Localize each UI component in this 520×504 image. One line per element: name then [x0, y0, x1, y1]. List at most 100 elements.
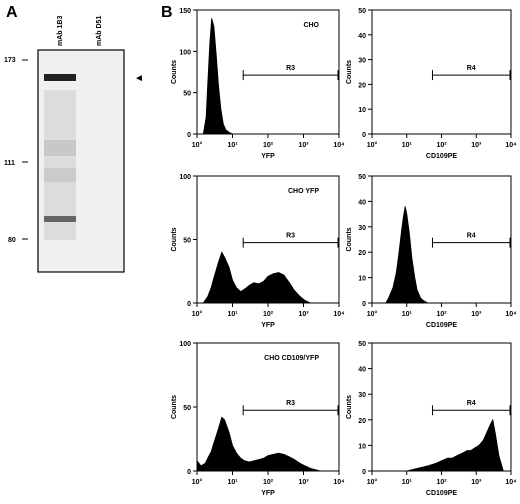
histogram-area [202, 18, 233, 135]
x-tick-label: 10⁴ [333, 142, 345, 149]
plot-frame [371, 175, 512, 304]
x-tick-label: 10¹ [402, 311, 413, 318]
y-tick-label: 50 [358, 8, 366, 15]
y-tick-label: 40 [358, 33, 366, 40]
band-90 [44, 216, 76, 222]
y-tick-label: 10 [358, 443, 366, 450]
x-axis-label: CD109PE [426, 153, 457, 160]
x-tick-label: 10² [263, 479, 274, 486]
gate-label: R3 [286, 233, 295, 240]
x-tick-label: 10¹ [402, 479, 413, 486]
y-tick-label: 40 [358, 199, 366, 206]
x-tick-label: 10⁴ [333, 311, 345, 318]
x-axis-label: YFP [261, 322, 275, 329]
y-tick-label: 30 [358, 225, 366, 232]
x-tick-label: 10² [436, 311, 447, 318]
x-tick-label: 10³ [471, 479, 482, 486]
y-tick-label: 50 [358, 174, 366, 181]
y-tick-label: 100 [179, 341, 191, 348]
y-tick-label: 0 [187, 132, 191, 139]
y-tick-label: 100 [179, 174, 191, 181]
y-tick-label: 0 [362, 301, 366, 308]
x-tick-label: 10⁴ [505, 311, 517, 318]
histogram-plot-3: 10° 10¹ 10² 10³ 10⁴ 0 50 100 YFP Counts CHO YFP R3 [171, 174, 345, 329]
x-tick-label: 10¹ [227, 311, 238, 318]
y-tick-label: 20 [358, 250, 366, 257]
y-tick-label: 50 [358, 341, 366, 348]
y-tick-label: 20 [358, 418, 366, 425]
x-axis-label: YFP [261, 153, 275, 160]
x-axis-label: CD109PE [426, 322, 457, 329]
histogram-area [385, 206, 430, 304]
lane-label-1: mAb 1B3 [57, 16, 64, 46]
x-tick-label: 10¹ [227, 479, 238, 486]
histogram-plot-6: 10° 10¹ 10² 10³ 10⁴ 0 10 20 30 40 50 CD109PE Counts R… [346, 341, 517, 497]
x-tick-label: 10³ [298, 479, 309, 486]
y-tick-label: 150 [179, 8, 191, 15]
x-tick-label: 10² [263, 142, 274, 149]
histogram-area [196, 416, 321, 472]
y-tick-label: 0 [187, 301, 191, 308]
histogram-plot-5: 10° 10¹ 10² 10³ 10⁴ 0 50 100 YFP Counts CHO CD109/… [171, 341, 345, 497]
y-tick-label: 10 [358, 107, 366, 114]
x-tick-label: 10³ [298, 311, 309, 318]
x-tick-label: 10⁴ [505, 142, 517, 149]
band-arrow-icon: ◄ [134, 73, 144, 84]
x-tick-label: 10³ [471, 142, 482, 149]
x-tick-label: 10° [367, 478, 378, 486]
x-tick-label: 10° [367, 310, 378, 318]
y-axis-label: Counts [346, 60, 353, 84]
y-axis-label: Counts [171, 60, 178, 84]
y-tick-label: 50 [183, 91, 191, 98]
x-tick-label: 10² [263, 311, 274, 318]
histogram-grid: 10° 10¹ 10² 10³ 10⁴050100150YFPCountsCHOR310… [171, 8, 517, 497]
histogram-area [202, 251, 311, 304]
plot-title: CHO [303, 22, 319, 29]
lane-1-smear [44, 90, 76, 240]
y-tick-label: 50 [183, 405, 191, 412]
y-axis-label: Counts [171, 227, 178, 251]
mw-marker-80: 80 [8, 237, 16, 244]
lane-label-2: mAb D51 [96, 16, 103, 46]
y-tick-label: 0 [362, 469, 366, 476]
plot-title: CHO CD109/YFP [264, 355, 319, 362]
x-tick-label: 10¹ [402, 142, 413, 149]
x-tick-label: 10⁴ [505, 479, 517, 486]
x-axis-label: CD109PE [426, 490, 457, 497]
x-tick-label: 10³ [298, 142, 309, 149]
x-tick-label: 10² [436, 142, 447, 149]
y-tick-label: 0 [362, 132, 366, 139]
y-axis-label: Counts [171, 395, 178, 419]
y-tick-label: 30 [358, 58, 366, 65]
histogram-plot-2: 10° 10¹ 10² 10³ 10⁴ 0 10 20 30 40 50 CD109PE Counts R… [346, 8, 517, 160]
y-tick-label: 0 [187, 469, 191, 476]
plot-frame [371, 9, 512, 135]
x-axis-label: YFP [261, 490, 275, 497]
mw-marker-111: 111 [4, 160, 15, 167]
plot-title: CHO YFP [288, 188, 319, 195]
x-tick-label: 10° [367, 141, 378, 149]
gate-label: R4 [467, 400, 476, 407]
panel-a-letter: A [6, 4, 18, 21]
y-axis-label: Counts [346, 395, 353, 419]
gate-label: R4 [467, 65, 476, 72]
histogram-area [406, 418, 504, 472]
mw-marker-173: 173 [4, 57, 16, 64]
gate-label: R3 [286, 65, 295, 72]
y-axis-label: Counts [346, 227, 353, 251]
panel-b-letter: B [161, 4, 173, 21]
y-tick-label: 100 [179, 49, 191, 56]
x-tick-label: 10⁴ [333, 479, 345, 486]
x-tick-label: 10³ [471, 311, 482, 318]
x-tick-label: 10° [192, 310, 203, 318]
x-tick-label: 10° [192, 141, 203, 149]
y-tick-label: 10 [358, 276, 366, 283]
x-tick-label: 10¹ [227, 142, 238, 149]
gate-label: R4 [467, 233, 476, 240]
x-tick-label: 10² [436, 479, 447, 486]
histogram-plot-1: 10° 10¹ 10² 10³ 10⁴ 0 50 100 150 YFP Counts CHO R3 [171, 8, 345, 160]
y-tick-label: 20 [358, 82, 366, 89]
y-tick-label: 40 [358, 367, 366, 374]
band-173 [44, 74, 76, 81]
